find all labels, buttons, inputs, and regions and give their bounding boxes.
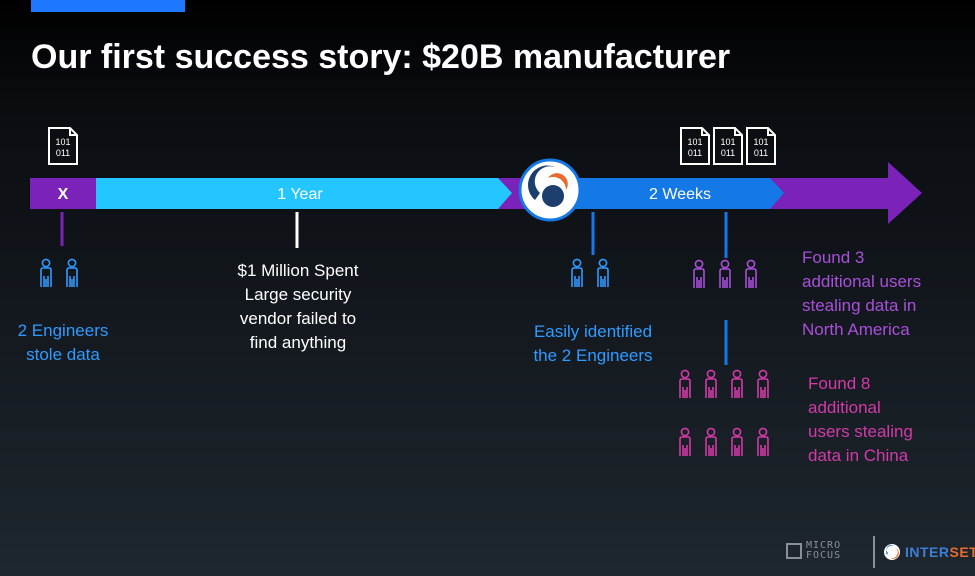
note-identified: Easily identified the 2 Engineers xyxy=(533,322,653,365)
svg-text:101: 101 xyxy=(720,137,735,147)
svg-text:101: 101 xyxy=(753,137,768,147)
accent-bar xyxy=(31,0,185,12)
note-million-spent: $1 Million Spent Large security vendor f… xyxy=(237,261,359,352)
logo-divider xyxy=(873,536,875,568)
svg-text:011: 011 xyxy=(721,148,735,158)
interset-circle-icon xyxy=(518,158,582,222)
file-icon-left: 101 011 xyxy=(48,127,78,165)
timeline-label-x: X xyxy=(57,186,69,203)
svg-text:101: 101 xyxy=(687,137,702,147)
svg-text:011: 011 xyxy=(56,148,70,158)
interset-logo: INTERSET xyxy=(883,543,975,561)
file-icon-right-3: 101 011 xyxy=(746,127,776,165)
svg-text:011: 011 xyxy=(688,148,702,158)
svg-text:101: 101 xyxy=(55,137,70,147)
slide-title: Our first success story: $20B manufactur… xyxy=(31,38,731,76)
note-engineers: 2 Engineers stole data xyxy=(17,321,109,364)
timeline-arrow-purple xyxy=(30,162,922,224)
file-icon-right-1: 101 011 xyxy=(680,127,710,165)
timeline-label-weeks: 2 Weeks xyxy=(649,186,711,203)
note-north-america: Found 3 additional users stealing data i… xyxy=(802,248,922,339)
microfocus-logo: MICRO FOCUS xyxy=(786,541,841,561)
interset-small-icon xyxy=(884,544,900,560)
person-icon-group-engineers xyxy=(40,258,78,288)
person-icon-group-china xyxy=(679,369,769,457)
file-icon-right-2: 101 011 xyxy=(713,127,743,165)
note-china: Found 8 additional users stealing data i… xyxy=(808,374,913,465)
person-icon-group-na xyxy=(693,259,757,289)
person-icon-group-identified xyxy=(571,258,609,288)
microfocus-square-icon xyxy=(786,543,802,559)
timeline-label-year: 1 Year xyxy=(277,186,323,203)
svg-text:011: 011 xyxy=(754,148,768,158)
